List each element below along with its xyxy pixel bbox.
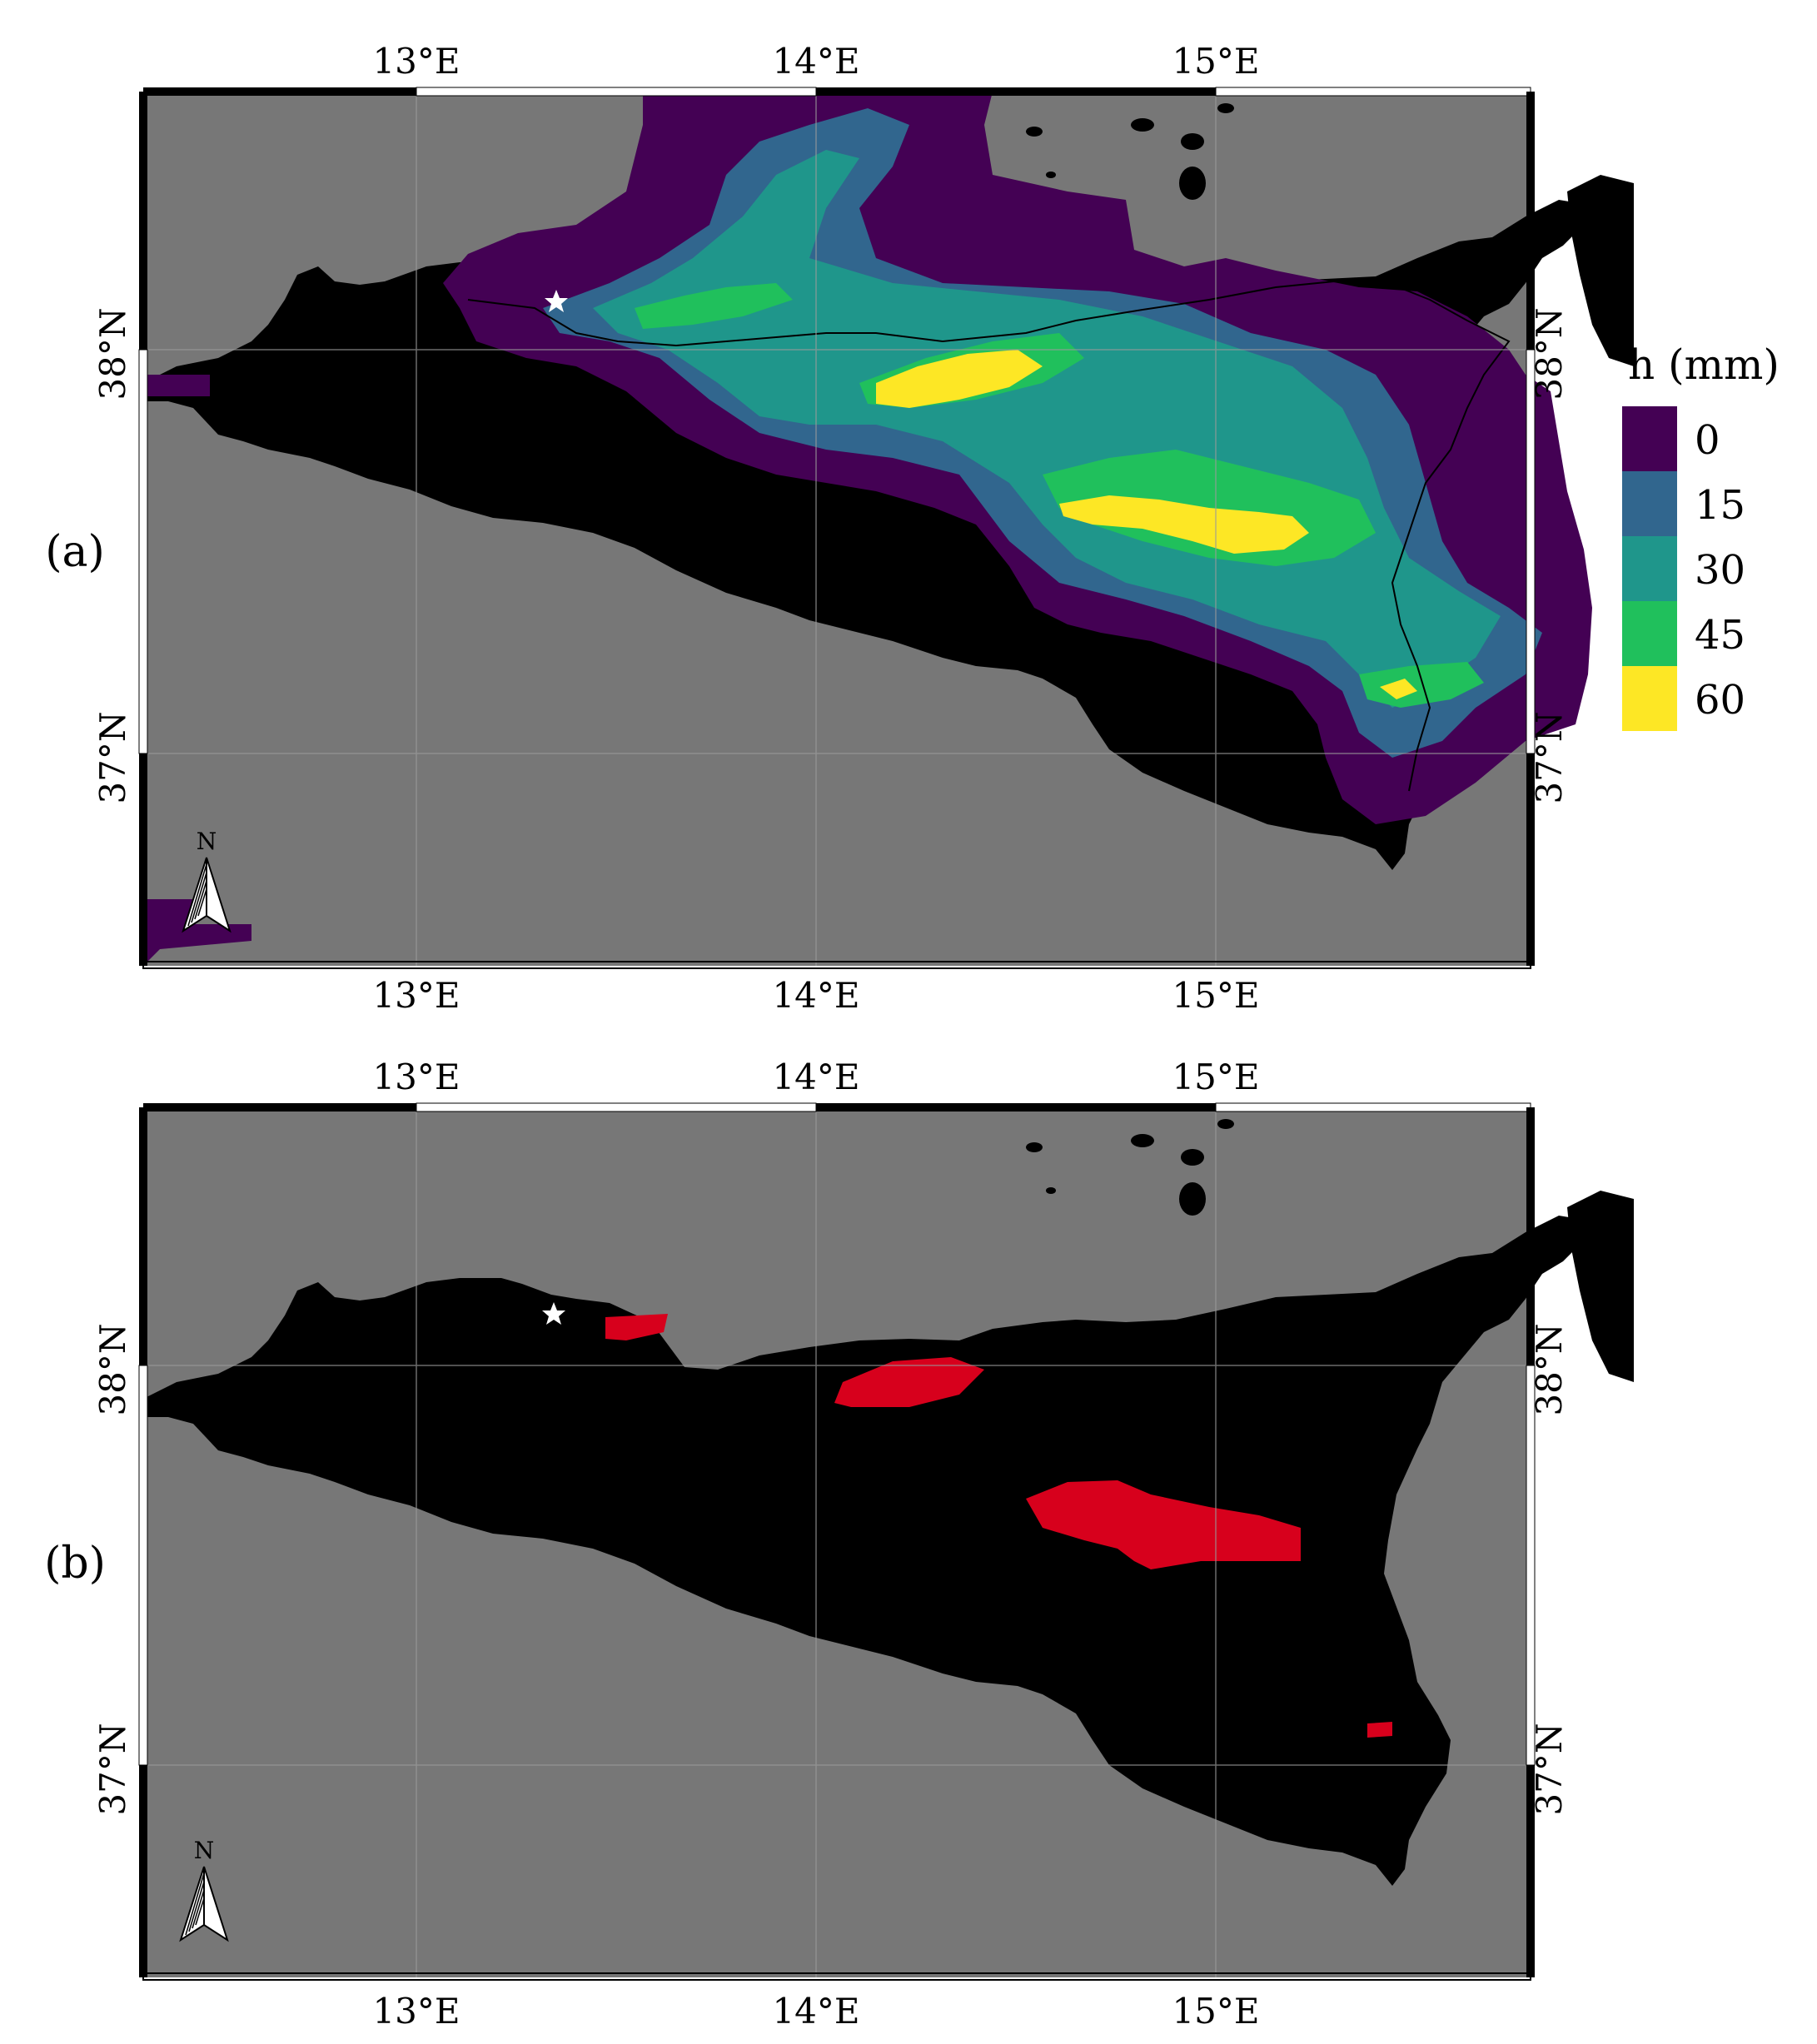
legend-swatch-30 xyxy=(1622,536,1677,601)
legend-label-15: 15 xyxy=(1695,482,1745,529)
legend-swatch-15 xyxy=(1622,471,1677,536)
lon-label-top-15-b: 15°E xyxy=(1172,1057,1259,1097)
neatline-a xyxy=(138,87,1536,969)
lon-label-bottom-15-b: 15°E xyxy=(1172,1991,1259,2032)
lat-label-left-37: 37°N xyxy=(92,711,133,803)
legend-label-0: 0 xyxy=(1695,417,1720,464)
lon-label-bottom-14-b: 14°E xyxy=(772,1991,859,2032)
legend-swatch-45 xyxy=(1622,601,1677,666)
lon-label-top-13-b: 13°E xyxy=(372,1057,460,1097)
lat-label-left-38: 38°N xyxy=(92,307,133,400)
legend: h (mm) 0 15 30 45 60 xyxy=(1622,341,1780,731)
lon-label-top-14-b: 14°E xyxy=(772,1057,859,1097)
north-label-b: N xyxy=(194,1837,215,1864)
lat-label-right-38: 38°N xyxy=(1529,307,1570,400)
map-frame-b: N xyxy=(138,1102,1634,1981)
north-label-a: N xyxy=(197,828,217,855)
lon-label-bottom-13-b: 13°E xyxy=(372,1991,460,2032)
legend-label-60: 60 xyxy=(1695,677,1745,724)
lat-label-right-38-b: 38°N xyxy=(1529,1323,1570,1415)
lon-label-top-14: 14°E xyxy=(772,41,859,82)
lon-label-bottom-14: 14°E xyxy=(772,975,859,1016)
lat-label-left-38-b: 38°N xyxy=(92,1323,133,1415)
graticule-b xyxy=(143,1107,1531,1977)
panel-b: N 13°E 14°E 15°E 13°E 14°E 15°E 38°N 37°… xyxy=(44,1057,1634,2032)
legend-swatch-60 xyxy=(1622,666,1677,731)
lat-label-right-37: 37°N xyxy=(1529,711,1570,803)
neatline-b xyxy=(138,1102,1536,1981)
lon-label-bottom-15: 15°E xyxy=(1172,975,1259,1016)
legend-label-45: 45 xyxy=(1695,612,1745,659)
legend-label-30: 30 xyxy=(1695,547,1745,594)
graticule-a xyxy=(143,92,1531,966)
aeolian-islands-a xyxy=(1026,103,1234,200)
legend-swatch-0 xyxy=(1622,406,1677,471)
panel-label-a: (a) xyxy=(45,527,105,577)
lon-label-top-15: 15°E xyxy=(1172,41,1259,82)
panel-a: N 13°E 14°E 15°E 13°E 14°E 15°E 38°N 37°… xyxy=(45,41,1634,1016)
panel-label-b: (b) xyxy=(44,1539,106,1589)
legend-title: h (mm) xyxy=(1628,341,1780,389)
lat-label-left-37-b: 37°N xyxy=(92,1723,133,1815)
aeolian-islands-b xyxy=(1026,1119,1234,1216)
lon-label-top-13: 13°E xyxy=(372,41,460,82)
lat-label-right-37-b: 37°N xyxy=(1529,1723,1570,1815)
map-frame-a: N xyxy=(138,87,1634,969)
lon-label-bottom-13: 13°E xyxy=(372,975,460,1016)
rainfall-field xyxy=(143,92,1592,966)
